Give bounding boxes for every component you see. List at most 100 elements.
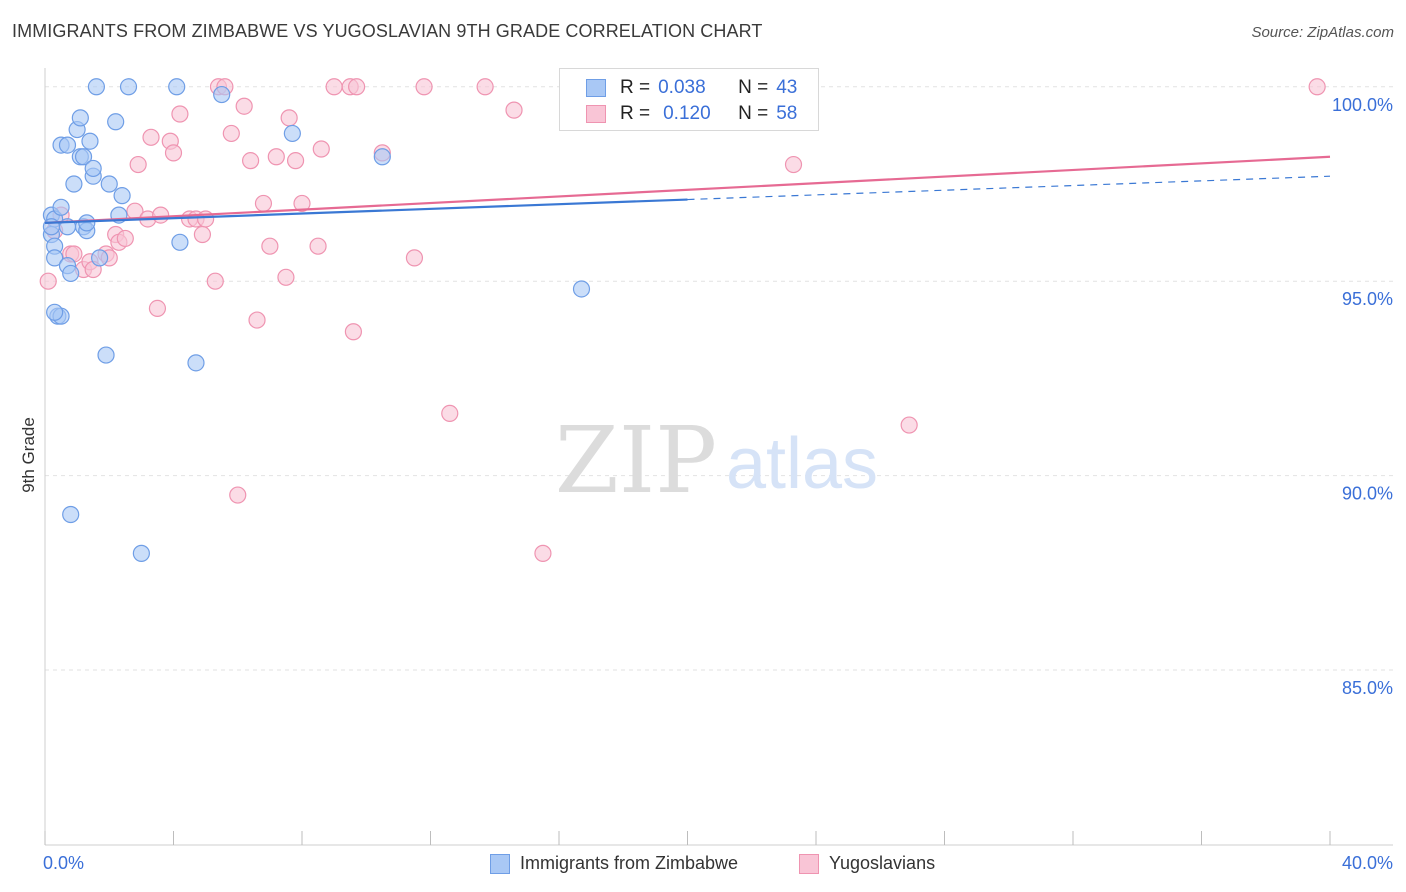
yugoslavian-point (505, 101, 523, 119)
legend-swatch-yugoslavians (586, 105, 606, 123)
legend-r-label: R = (620, 77, 651, 98)
zimbabwe-trend-line (44, 198, 688, 224)
yugoslavian-point (116, 229, 134, 248)
zimbabwe-point (81, 132, 99, 150)
zimbabwe-point (283, 124, 301, 143)
yugoslavian-point (476, 78, 494, 96)
yugoslavian-point (261, 237, 279, 255)
yugoslavian-point (235, 97, 253, 115)
zimbabwe-point (74, 148, 93, 166)
stats-legend: R = 0.038 N = 43 R = 0.120 N = 58 (559, 68, 819, 131)
yugoslavian-point (206, 272, 224, 290)
yugoslavian-point (293, 194, 311, 213)
zimbabwe-point (46, 303, 64, 321)
zimbabwe-point (87, 78, 106, 96)
yugoslavian-point (254, 194, 273, 213)
legend-r-value: 0.120 (663, 103, 711, 124)
trend-layer (44, 155, 1331, 224)
legend-n-value: 58 (776, 103, 798, 124)
legend-n-value: 43 (776, 77, 798, 98)
zimbabwe-point (132, 544, 150, 562)
yugoslavian-trend-line (44, 155, 1331, 224)
yugoslavian-point (1308, 78, 1326, 96)
zimbabwe-point (52, 198, 70, 216)
yugoslavian-point (171, 105, 189, 123)
zimbabwe-point (71, 109, 89, 127)
watermark-zip: ZIP (555, 407, 717, 514)
zimbabwe-point (62, 505, 80, 524)
legend-row-zimbabwe: R = 0.038 N = 43 (586, 76, 797, 100)
zimbabwe-point (572, 280, 591, 298)
zimbabwe-point (84, 159, 102, 178)
yugoslavian-point (415, 78, 433, 96)
axis-layer: 100.0% 95.0% 90.0% 85.0% 0.0% 40.0% (43, 68, 1393, 873)
y-tick-label: 85.0% (1342, 678, 1393, 698)
yugoslavian-point (534, 544, 552, 562)
series-label-yugoslavians: Yugoslavians (829, 853, 936, 873)
legend-n-label: N = (738, 77, 769, 98)
yugoslavian-point (267, 148, 285, 166)
legend-swatch-zimbabwe (586, 79, 606, 97)
zimbabwe-point (168, 78, 186, 96)
yugoslavian-point (784, 155, 803, 174)
zimbabwe-point (187, 354, 205, 372)
legend-row-yugoslavians: R = 0.120 N = 58 (586, 102, 797, 126)
series-legend-zimbabwe[interactable]: Immigrants from Zimbabwe (490, 853, 738, 874)
yugoslavian-point (441, 404, 459, 422)
y-tick-label: 90.0% (1342, 484, 1393, 504)
yugoslavian-point (129, 155, 147, 174)
yugoslavian-point (277, 268, 295, 286)
yugoslavian-point (312, 140, 330, 158)
yugoslavian-point (152, 206, 170, 224)
legend-r-label: R = (620, 103, 651, 124)
watermark-atlas: atlas (726, 424, 878, 504)
yugoslavian-point (405, 249, 424, 267)
yugoslavian-point (142, 128, 160, 146)
yugoslavian-point (286, 152, 305, 170)
y-tick-label: 100.0% (1332, 95, 1393, 115)
legend-n-label: N = (738, 103, 769, 124)
zimbabwe-point (91, 249, 109, 267)
yugoslavian-point (164, 144, 183, 162)
yugoslavian-point (348, 78, 366, 96)
yugoslavian-point (229, 486, 247, 504)
yugoslavian-point (900, 416, 918, 434)
zimbabwe-point (46, 249, 64, 267)
series-swatch-zimbabwe (490, 853, 510, 874)
chart-title: IMMIGRANTS FROM ZIMBABWE VS YUGOSLAVIAN … (12, 21, 763, 41)
grid-layer (45, 86, 1393, 671)
y-axis-label: 9th Grade (19, 417, 38, 493)
zimbabwe-point (213, 85, 231, 104)
series-label-zimbabwe: Immigrants from Zimbabwe (520, 853, 739, 873)
zimbabwe-point (65, 175, 83, 193)
series-swatch-yugoslavians (799, 853, 819, 874)
x-tick-label-end: 40.0% (1342, 853, 1393, 873)
zimbabwe-point (58, 136, 77, 154)
yugoslavian-point (222, 124, 240, 143)
zimbabwe-point (171, 233, 189, 251)
zimbabwe-point (119, 78, 138, 96)
y-tick-label: 95.0% (1342, 289, 1393, 309)
source-credit: Source: ZipAtlas.com (1251, 24, 1394, 41)
yugoslavian-point (280, 109, 298, 127)
zimbabwe-point (100, 175, 118, 193)
yugoslavian-point (242, 152, 260, 170)
zimbabwe-point (78, 214, 96, 232)
legend-r-value: 0.038 (658, 77, 706, 98)
yugoslavian-point (325, 78, 343, 96)
zimbabwe-point (373, 148, 391, 166)
points-layer (39, 78, 1326, 562)
zimbabwe-point (62, 264, 80, 283)
watermark: ZIP atlas (555, 407, 878, 514)
zimbabwe-point (97, 346, 115, 364)
zimbabwe-point (113, 187, 131, 205)
yugoslavian-point (148, 299, 167, 318)
x-tick-label-start: 0.0% (43, 853, 84, 873)
zimbabwe-point (107, 113, 125, 131)
yugoslavian-point (193, 225, 212, 244)
series-legend-yugoslavians[interactable]: Yugoslavians (799, 853, 935, 874)
zimbabwe-trend-extension (687, 175, 1331, 201)
yugoslavian-point (248, 311, 266, 329)
yugoslavian-point (344, 323, 362, 341)
